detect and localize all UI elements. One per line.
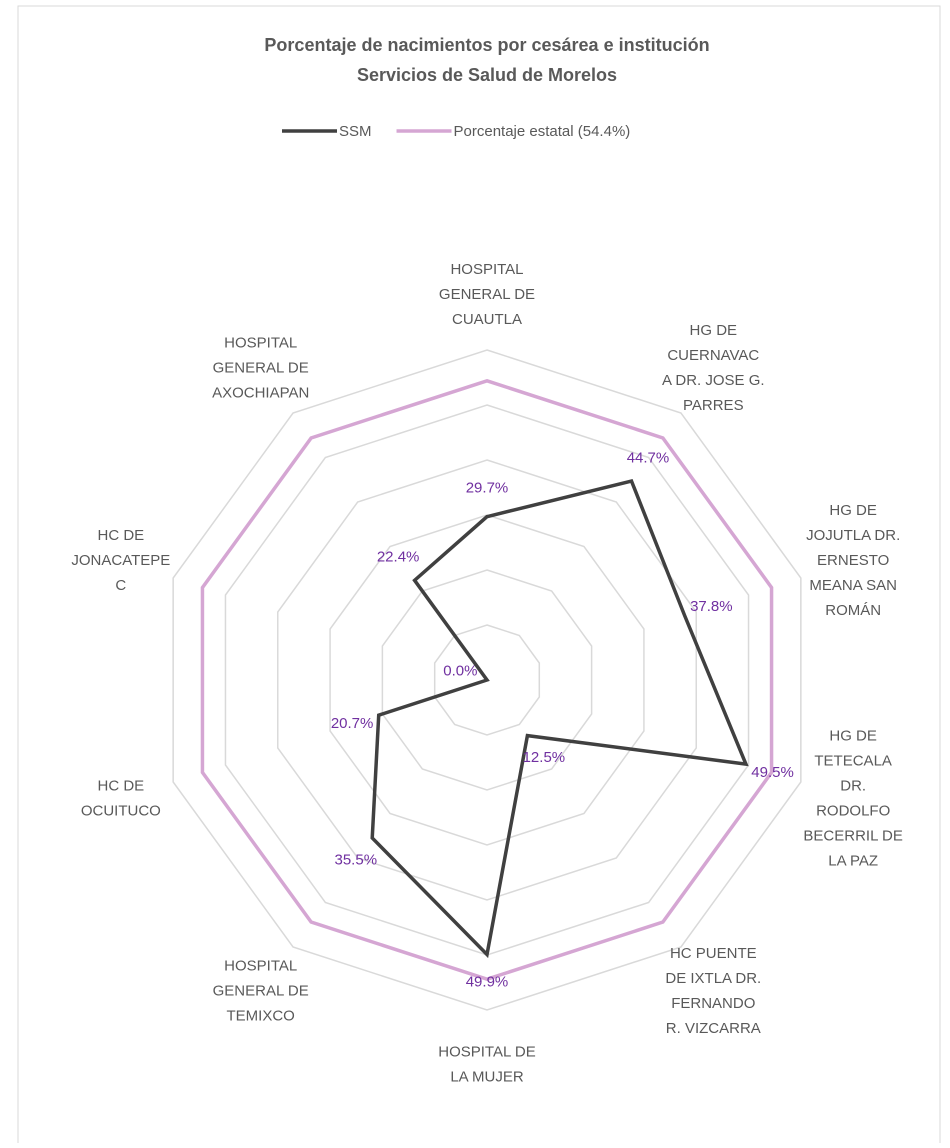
category-label-line: FERNANDO <box>671 995 755 1012</box>
data-label: 29.7% <box>466 480 509 497</box>
chart-frame <box>17 5 941 1148</box>
category-label-line: AXOCHIAPAN <box>212 384 309 401</box>
data-label: 49.9% <box>466 973 509 990</box>
legend-label: Porcentaje estatal (54.4%) <box>454 123 631 140</box>
category-label: HG DE CUERNAVAC A DR. JOSE G. PARRES <box>662 322 765 414</box>
data-label: 20.7% <box>331 715 374 732</box>
category-label-line: BECERRIL DE <box>803 827 902 844</box>
category-label-line: TETECALA <box>814 752 892 769</box>
category-label-line: HC PUENTE <box>670 945 757 962</box>
category-label-line: CUERNAVAC <box>667 347 759 364</box>
category-label-line: OCUITUCO <box>81 802 161 819</box>
category-label: HC PUENTE DE IXTLA DR. FERNANDO R. VIZCARRA <box>665 945 761 1037</box>
category-label-line: HG DE <box>829 727 877 744</box>
category-label-line: HOSPITAL <box>450 261 523 278</box>
category-label-line: DR. <box>840 777 866 794</box>
data-label: 44.7% <box>627 449 670 466</box>
category-label: HOSPITAL GENERAL DE TEMIXCO <box>213 957 309 1024</box>
grid-ring <box>329 514 645 846</box>
chart-subtitle: Servicios de Salud de Morelos <box>357 65 617 85</box>
category-label-line: GENERAL DE <box>213 982 309 999</box>
category-label-line: C <box>115 577 126 594</box>
category-label: HC DE JONACATEPE C <box>71 527 170 594</box>
data-label: 12.5% <box>523 749 566 766</box>
category-label-line: ROMÁN <box>825 602 881 619</box>
category-label: HC DE OCUITUCO <box>81 777 161 819</box>
category-label-line: GENERAL DE <box>213 359 309 376</box>
category-label-line: R. VIZCARRA <box>666 1020 761 1037</box>
category-label-line: HOSPITAL <box>224 334 297 351</box>
data-label: 37.8% <box>690 598 733 615</box>
category-label-line: ERNESTO <box>817 552 889 569</box>
category-label-line: HOSPITAL <box>224 957 297 974</box>
data-label: 22.4% <box>377 549 420 566</box>
category-label-line: TEMIXCO <box>227 1007 295 1024</box>
category-label-line: HC DE <box>98 527 145 544</box>
category-label-line: HG DE <box>829 502 877 519</box>
category-label-line: LA PAZ <box>828 852 878 869</box>
category-label-line: A DR. JOSE G. <box>662 372 765 389</box>
series-line <box>200 378 774 982</box>
series-line <box>370 479 749 959</box>
data-label: 0.0% <box>443 662 477 679</box>
category-label: HOSPITAL DE LA MUJER <box>438 1043 536 1085</box>
category-label-line: PARRES <box>683 397 744 414</box>
category-label: HOSPITAL GENERAL DE CUAUTLA <box>439 261 535 328</box>
category-label-line: HG DE <box>690 322 738 339</box>
category-label: HOSPITAL GENERAL DE AXOCHIAPAN <box>212 334 309 401</box>
category-label-line: JONACATEPE <box>71 552 170 569</box>
chart-title: Porcentaje de nacimientos por cesárea e … <box>264 35 709 55</box>
grid-ring <box>172 349 802 1011</box>
grid-ring <box>433 624 541 736</box>
category-label-line: DE IXTLA DR. <box>665 970 761 987</box>
grid-ring <box>381 569 593 791</box>
category-label-line: RODOLFO <box>816 802 890 819</box>
category-label: HG DE JOJUTLA DR. ERNESTO MEANA SAN ROMÁN <box>806 502 900 619</box>
legend-label: SSM <box>339 123 372 140</box>
data-label: 35.5% <box>335 852 378 869</box>
category-label-line: MEANA SAN <box>809 577 897 594</box>
data-label: 49.5% <box>751 764 794 781</box>
category-label-line: HC DE <box>98 777 145 794</box>
category-label-line: GENERAL DE <box>439 286 535 303</box>
category-label-line: JOJUTLA DR. <box>806 527 900 544</box>
category-label-line: HOSPITAL DE <box>438 1043 536 1060</box>
category-label-line: LA MUJER <box>450 1068 524 1085</box>
category-label-line: CUAUTLA <box>452 311 522 328</box>
category-label: HG DE TETECALA DR. RODOLFO BECERRIL DE LA PAZ <box>803 727 902 869</box>
